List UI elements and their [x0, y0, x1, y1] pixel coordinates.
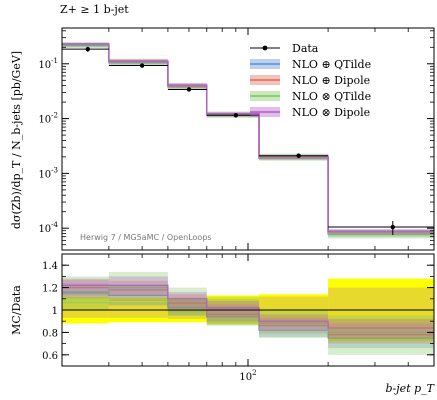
mc-line-1 [62, 44, 434, 235]
x-axis-label: b-jet p_T [386, 382, 436, 395]
ratio-plot: 102 0.6 0.8 1 1.2 1.4 [42, 28, 434, 383]
y-tick-label: 10-4 [38, 221, 58, 235]
ratio-band-4 [167, 292, 207, 308]
y-tick-label: 10-3 [38, 166, 58, 180]
legend-label-2: NLO ⊕ Dipole [292, 74, 370, 87]
ratio-band-3 [206, 296, 260, 326]
ratio-frame [61, 253, 435, 367]
ratio-band-2 [206, 304, 260, 323]
x-tick-label: 102 [239, 369, 256, 383]
ratio-band-2 [62, 279, 109, 299]
mc-line-3 [62, 44, 434, 235]
ratio-y-tick-label: 0.6 [42, 351, 58, 362]
data-point [233, 113, 239, 118]
ratio-y-tick-label: 1 [52, 306, 58, 317]
chart-title: Z+ ≥ 1 b-jet [60, 3, 129, 16]
legend-data-marker [262, 45, 268, 51]
ratio-y-tick-label: 0.8 [42, 328, 58, 339]
ratio-y-axis-label: MC/Data [10, 285, 23, 335]
y-axis-label: dσ(Zb)/dp_T / N_b-jets [pb/GeV] [10, 51, 23, 229]
main-frame [61, 27, 435, 251]
legend-label-4: NLO ⊗ Dipole [292, 106, 370, 119]
ratio-band-4 [62, 278, 109, 296]
ratio-line-4 [62, 284, 434, 329]
data-point [139, 63, 145, 68]
data-bin-lines [62, 48, 434, 228]
ratio-band-3 [328, 315, 434, 355]
legend-label-1: NLO ⊕ QTilde [292, 58, 371, 71]
data-point [296, 153, 301, 158]
data-point [390, 224, 395, 230]
mc-line-2 [62, 43, 434, 234]
legend-data-label: Data [292, 42, 319, 55]
watermark: Herwig 7 / MG5aMC / OpenLoops [80, 233, 212, 242]
ratio-y-tick-label: 1.2 [42, 284, 58, 295]
legend: Data NLO ⊕ QTilde NLO ⊕ Dipole NLO ⊗ QTilde… [250, 42, 371, 119]
ratio-data-stat-band [328, 287, 434, 327]
y-tick-label: 10-1 [38, 57, 58, 71]
main-plot: 10-4 10-3 10-2 10-1 [38, 30, 434, 246]
ratio-y-tick-label: 1.4 [42, 261, 58, 272]
y-tick-label: 10-2 [38, 112, 58, 126]
mc-line-4 [62, 43, 434, 232]
data-point [186, 87, 192, 92]
data-point [85, 46, 90, 52]
legend-label-3: NLO ⊗ QTilde [292, 90, 371, 103]
